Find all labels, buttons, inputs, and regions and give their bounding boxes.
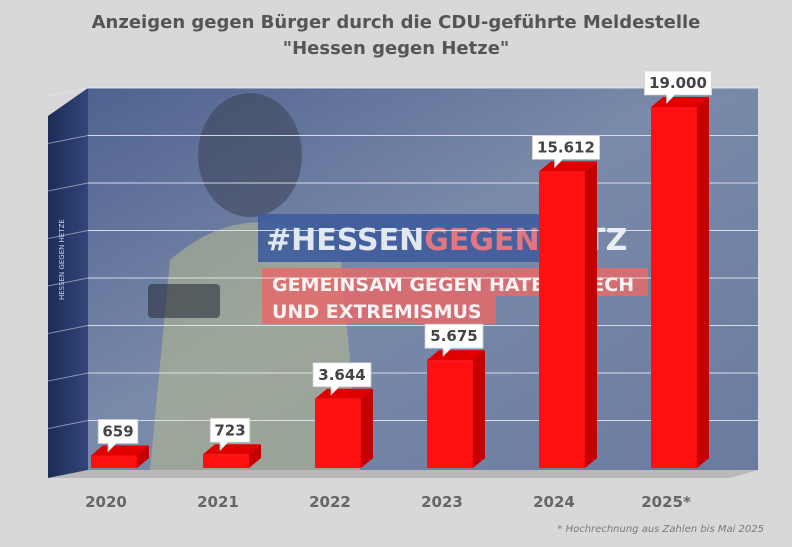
data-label-box [97, 419, 139, 453]
bar-2020 [91, 445, 149, 468]
chart-title: Anzeigen gegen Bürger durch die CDU-gefü… [0, 10, 792, 62]
data-label-box [312, 362, 372, 396]
data-label-box [424, 323, 484, 358]
bar-top [315, 388, 373, 399]
data-label-2020: 659 [97, 419, 139, 453]
bar-front [315, 398, 361, 468]
gridline-wall [47, 230, 89, 239]
data-label-2025*: 19.000 [644, 70, 712, 104]
gridline-wall [47, 372, 89, 382]
data-label-box [209, 417, 251, 452]
background-photo-figure [198, 93, 302, 217]
gridline-wall [47, 135, 89, 144]
data-label-2023: 5.675 [424, 323, 484, 358]
bar-2024 [539, 161, 597, 468]
data-label-2024: 15.612 [532, 134, 600, 169]
bar-2023 [427, 350, 485, 468]
data-label-2021: 723 [209, 417, 251, 452]
x-tick-label: 2025* [641, 493, 691, 511]
bar-top [539, 161, 597, 172]
data-label-text: 5.675 [430, 327, 477, 345]
x-tick-label: 2021 [197, 493, 239, 511]
bar-front [91, 455, 137, 468]
hashtag-part1: #HESSEN [266, 223, 424, 258]
bar-top [203, 444, 261, 455]
x-tick-label: 2022 [309, 493, 351, 511]
data-label-box [532, 134, 600, 169]
bar-front [651, 107, 697, 468]
chart-title-line2: "Hessen gegen Hetze" [282, 38, 510, 59]
gridline-wall [47, 325, 89, 334]
bars: 659 723 3.644 5.675 15.612 19.000 [91, 70, 712, 468]
data-label-text: 659 [102, 422, 133, 440]
bar-side [697, 97, 709, 468]
bar-side [137, 445, 149, 468]
x-axis-labels: 2020 2021 2022 2023 2024 2025* [85, 493, 691, 511]
footnote: * Hochrechnung aus Zahlen bis Mai 2025 [557, 524, 764, 535]
slogan-line2: UND EXTREMISMUS [272, 301, 482, 323]
chart-title-line1: Anzeigen gegen Bürger durch die CDU-gefü… [91, 12, 701, 33]
bar-side [249, 444, 261, 468]
x-tick-label: 2023 [421, 493, 463, 511]
gridline-wall [47, 182, 89, 192]
bar-top [651, 97, 709, 107]
gridline-wall [47, 277, 89, 287]
bar-side [585, 161, 597, 468]
gridline-wall [47, 420, 89, 429]
x-tick-label: 2020 [85, 493, 127, 511]
bar-side [473, 350, 485, 468]
data-label-text: 3.644 [318, 366, 365, 384]
left-wall [48, 88, 88, 478]
bar-front [539, 171, 585, 468]
gridline-wall [47, 87, 89, 97]
bar-top [91, 445, 149, 456]
data-label-box [644, 70, 712, 104]
hashtag-banner [258, 214, 548, 262]
slogan-banner-line2-bg [262, 296, 496, 324]
bar-front [203, 454, 249, 468]
bar-side [361, 388, 373, 468]
data-label-text: 19.000 [649, 74, 707, 92]
hashtag-part2: GEGEN [424, 223, 539, 258]
gridlines [47, 87, 758, 429]
bar-top [427, 350, 485, 361]
data-label-text: 15.612 [537, 138, 595, 156]
data-label-2022: 3.644 [312, 362, 372, 396]
background-photo-phone [148, 284, 220, 318]
left-wall-text: HESSEN GEGEN HETZE [58, 219, 66, 300]
bar-2021 [203, 444, 261, 468]
data-label-text: 723 [214, 421, 245, 439]
bar-2025* [651, 97, 709, 468]
x-tick-label: 2024 [533, 493, 575, 511]
bar-2022 [315, 388, 373, 468]
bar-front [427, 360, 473, 468]
chart-floor [48, 470, 758, 478]
